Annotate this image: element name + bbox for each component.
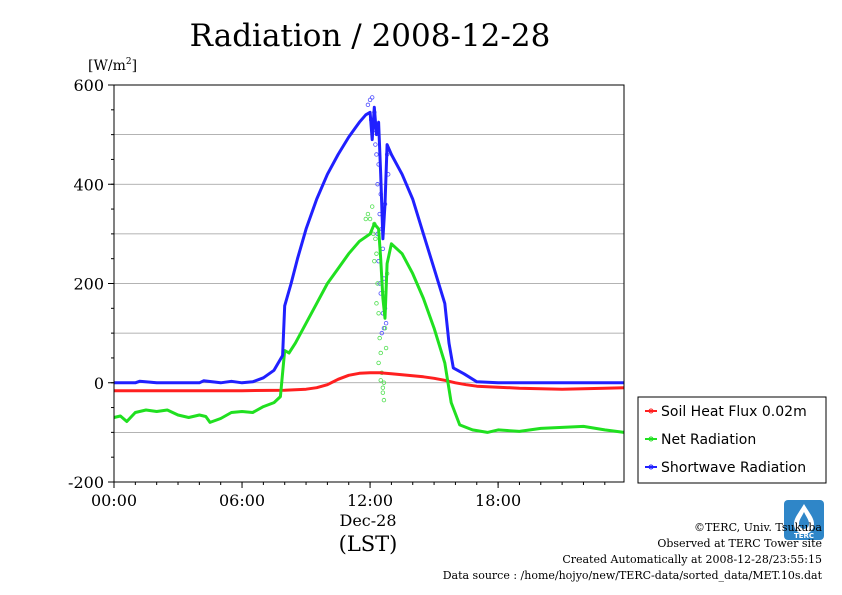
legend-marker bbox=[648, 464, 654, 470]
scatter-point bbox=[379, 330, 385, 336]
scatter-point bbox=[380, 246, 386, 251]
scatter-point bbox=[365, 211, 371, 217]
y-tick-label: 200 bbox=[73, 275, 104, 294]
y-tick-label: 0 bbox=[94, 374, 104, 393]
y-unit-superscript: 2 bbox=[126, 57, 132, 67]
x-tick-label: 06:00 bbox=[219, 491, 265, 510]
legend-box bbox=[637, 396, 827, 484]
scatter-point bbox=[380, 385, 386, 390]
series-line-0 bbox=[114, 371, 625, 393]
x-date-label: Dec-28 bbox=[339, 511, 396, 530]
scatter-point bbox=[365, 102, 371, 108]
scatter-point bbox=[363, 216, 368, 222]
scatter-point bbox=[367, 97, 373, 103]
scatter-point bbox=[383, 345, 389, 351]
x-axis-label: (LST) bbox=[339, 532, 398, 556]
y-unit-close: ] bbox=[132, 58, 137, 74]
scatter-point bbox=[374, 251, 379, 256]
scatter-point bbox=[378, 378, 383, 383]
scatter-point bbox=[383, 321, 389, 326]
scatter-point bbox=[381, 397, 387, 403]
scatter-point bbox=[378, 350, 383, 356]
legend-marker bbox=[648, 408, 654, 414]
y-tick-label: 600 bbox=[73, 76, 104, 95]
credits-block: ©TERC, Univ. Tsukuba Observed at TERC To… bbox=[443, 520, 822, 584]
y-tick-label: 400 bbox=[73, 175, 104, 194]
scatter-point bbox=[381, 380, 387, 385]
scatter-point bbox=[372, 258, 377, 264]
x-tick-label: 00:00 bbox=[91, 491, 137, 510]
scatter-point bbox=[376, 311, 381, 316]
scatter-point bbox=[367, 216, 373, 222]
scatter-point bbox=[380, 390, 386, 395]
terc-logo-icon: TERC bbox=[784, 500, 824, 540]
scatter-point bbox=[370, 204, 375, 209]
scatter-point bbox=[374, 301, 379, 306]
x-tick-label: 18:00 bbox=[475, 491, 521, 510]
series-lines bbox=[113, 105, 625, 434]
scatter-point bbox=[374, 152, 379, 157]
copyright-text: ©TERC, Univ. Tsukuba bbox=[693, 521, 822, 534]
source-text: Data source : /home/hojyo/new/TERC-data/… bbox=[442, 569, 822, 582]
legend-label: Soil Heat Flux 0.02m bbox=[661, 404, 807, 420]
scatter-point bbox=[382, 325, 388, 331]
logo-text: TERC bbox=[794, 532, 814, 540]
legend-marker bbox=[648, 436, 654, 442]
scatter-point bbox=[377, 335, 382, 341]
series-line-2 bbox=[114, 105, 624, 385]
y-unit-label: [W/m2] bbox=[88, 57, 137, 74]
y-tick-label: -200 bbox=[68, 473, 104, 492]
scatter-point bbox=[373, 236, 378, 242]
scatter-point bbox=[375, 182, 380, 187]
x-tick-label: 12:00 bbox=[347, 491, 393, 510]
legend-label: Net Radiation bbox=[661, 432, 756, 448]
observed-text: Observed at TERC Tower site bbox=[657, 537, 822, 550]
legend-label: Shortwave Radiation bbox=[661, 460, 806, 476]
scatter-point bbox=[370, 95, 375, 100]
legend: Soil Heat Flux 0.02m Net Radiation Shortwa… bbox=[637, 396, 827, 484]
terc-logo: TERC bbox=[784, 500, 824, 540]
scatter-points bbox=[363, 95, 391, 403]
y-axis: 600 400 200 0 -200 bbox=[68, 76, 114, 492]
series-line-1 bbox=[113, 222, 625, 434]
scatter-point bbox=[376, 360, 381, 366]
created-text: Created Automatically at 2008-12-28/23:5… bbox=[562, 553, 822, 566]
x-axis: 00:00 06:00 12:00 18:00 bbox=[91, 482, 606, 510]
y-unit-text: [W/m bbox=[88, 58, 126, 74]
scatter-point bbox=[375, 281, 380, 286]
scatter-point bbox=[373, 142, 378, 147]
chart-title: Radiation / 2008-12-28 bbox=[190, 18, 551, 54]
